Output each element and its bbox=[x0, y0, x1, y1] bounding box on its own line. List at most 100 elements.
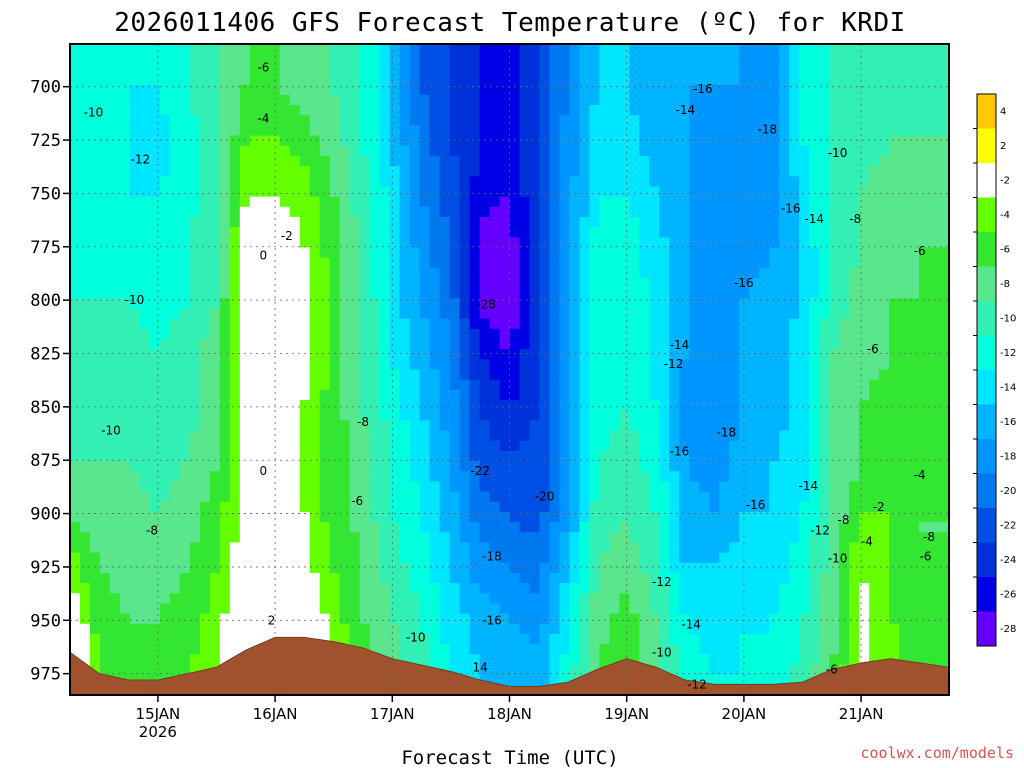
temperature-cell bbox=[609, 328, 620, 340]
temperature-cell bbox=[229, 359, 241, 371]
temperature-cell bbox=[769, 155, 780, 167]
temperature-cell bbox=[819, 359, 830, 371]
temperature-cell bbox=[349, 410, 361, 421]
temperature-cell bbox=[399, 206, 411, 218]
temperature-cell bbox=[229, 206, 241, 218]
temperature-cell bbox=[669, 115, 680, 126]
temperature-cell bbox=[459, 166, 471, 177]
temperature-cell bbox=[509, 623, 521, 635]
temperature-cell bbox=[629, 481, 640, 493]
temperature-cell bbox=[699, 318, 710, 330]
temperature-cell bbox=[689, 633, 700, 645]
temperature-cell bbox=[759, 603, 770, 615]
temperature-cell bbox=[649, 562, 660, 574]
temperature-cell bbox=[149, 216, 161, 228]
temperature-cell bbox=[619, 54, 630, 65]
temperature-cell bbox=[369, 267, 381, 279]
temperature-cell bbox=[539, 593, 551, 605]
temperature-cell bbox=[769, 186, 780, 198]
temperature-cell bbox=[109, 44, 121, 55]
temperature-cell bbox=[549, 572, 561, 584]
temperature-cell bbox=[459, 644, 471, 655]
temperature-cell bbox=[669, 328, 680, 340]
temperature-cell bbox=[609, 176, 620, 188]
temperature-cell bbox=[129, 532, 141, 544]
temperature-cell bbox=[279, 44, 291, 55]
temperature-cell bbox=[549, 440, 561, 452]
temperature-cell bbox=[489, 552, 501, 564]
temperature-cell bbox=[259, 135, 271, 147]
temperature-cell bbox=[369, 277, 381, 289]
temperature-cell bbox=[689, 216, 700, 228]
temperature-cell bbox=[679, 267, 690, 279]
temperature-cell bbox=[609, 623, 620, 635]
temperature-cell bbox=[499, 176, 511, 188]
temperature-cell bbox=[709, 674, 720, 686]
temperature-cell bbox=[529, 186, 541, 198]
temperature-cell bbox=[99, 501, 111, 513]
temperature-cell bbox=[279, 491, 291, 503]
temperature-cell bbox=[249, 84, 261, 96]
temperature-cell bbox=[789, 308, 800, 320]
temperature-cell bbox=[359, 216, 371, 228]
temperature-cell bbox=[469, 532, 481, 544]
temperature-cell bbox=[829, 338, 840, 350]
temperature-cell bbox=[139, 288, 151, 299]
temperature-cell bbox=[89, 623, 101, 635]
temperature-cell bbox=[89, 298, 101, 310]
temperature-cell bbox=[819, 135, 830, 147]
temperature-cell bbox=[319, 308, 331, 320]
temperature-cell bbox=[769, 430, 780, 442]
temperature-cell bbox=[759, 440, 770, 452]
temperature-cell bbox=[189, 216, 201, 228]
temperature-cell bbox=[70, 166, 81, 177]
temperature-cell bbox=[89, 349, 101, 360]
temperature-cell bbox=[109, 511, 121, 523]
temperature-cell bbox=[829, 471, 840, 482]
temperature-cell bbox=[409, 644, 421, 655]
temperature-cell bbox=[409, 206, 421, 218]
temperature-cell bbox=[709, 400, 720, 411]
temperature-cell bbox=[569, 532, 581, 544]
temperature-cell bbox=[339, 542, 351, 554]
temperature-cell bbox=[99, 349, 111, 360]
temperature-cell bbox=[749, 369, 760, 381]
temperature-cell bbox=[409, 125, 421, 137]
temperature-cell bbox=[129, 267, 141, 279]
temperature-cell bbox=[469, 338, 481, 350]
temperature-cell bbox=[309, 166, 321, 177]
temperature-cell bbox=[719, 54, 730, 65]
temperature-cell bbox=[169, 166, 181, 177]
temperature-cell bbox=[799, 501, 810, 513]
temperature-cell bbox=[579, 511, 591, 523]
temperature-cell bbox=[599, 166, 610, 177]
temperature-cell bbox=[499, 237, 511, 249]
temperature-cell bbox=[89, 115, 101, 126]
temperature-cell bbox=[259, 155, 271, 167]
temperature-cell bbox=[169, 593, 181, 605]
temperature-cell bbox=[99, 430, 111, 442]
temperature-cell bbox=[299, 288, 311, 299]
temperature-cell bbox=[699, 54, 710, 65]
temperature-cell bbox=[309, 277, 321, 289]
temperature-cell bbox=[589, 176, 600, 188]
temperature-cell bbox=[189, 633, 201, 645]
temperature-cell bbox=[229, 318, 241, 330]
temperature-cell bbox=[309, 481, 321, 493]
temperature-cell bbox=[70, 247, 81, 259]
temperature-cell bbox=[399, 135, 411, 147]
temperature-cell bbox=[789, 471, 800, 482]
temperature-cell bbox=[259, 491, 271, 503]
temperature-cell bbox=[419, 644, 431, 655]
temperature-cell bbox=[769, 288, 780, 299]
temperature-cell bbox=[679, 94, 690, 106]
temperature-cell bbox=[789, 674, 800, 686]
temperature-cell bbox=[99, 552, 111, 564]
temperature-cell bbox=[569, 155, 581, 167]
temperature-cell bbox=[809, 125, 820, 137]
temperature-cell bbox=[619, 105, 630, 116]
temperature-cell bbox=[759, 84, 770, 96]
temperature-cell bbox=[139, 420, 151, 432]
temperature-cell bbox=[699, 267, 710, 279]
temperature-cell bbox=[339, 562, 351, 574]
